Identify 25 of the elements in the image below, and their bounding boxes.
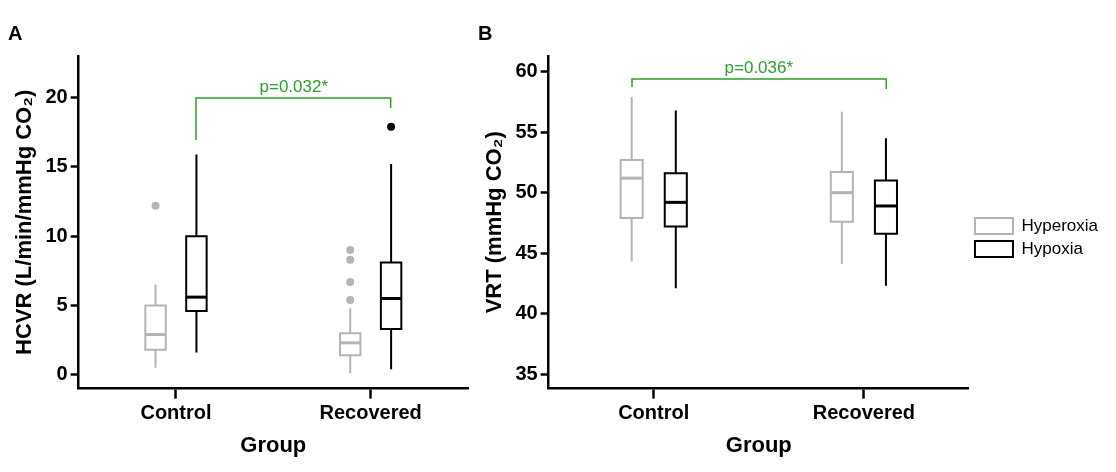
- x-tick-label: Recovered: [319, 401, 422, 424]
- y-tick-label: 20: [45, 85, 68, 108]
- x-axis-title: Group: [240, 431, 307, 457]
- y-tick-label: 10: [45, 223, 68, 246]
- y-axis-title: VRT (mmHg CO₂): [481, 131, 507, 314]
- y-tick-label: 55: [515, 119, 538, 142]
- legend-label: Hyperoxia: [1021, 215, 1099, 235]
- y-axis-title: HCVR (L/min/mmHg CO₂): [11, 89, 37, 355]
- annotation: p=0.032*: [259, 76, 329, 96]
- y-tick-label: 60: [515, 59, 538, 82]
- y-tick-label: 45: [515, 240, 538, 263]
- y-tick-label: 5: [56, 292, 68, 315]
- y-tick-label: 40: [515, 301, 538, 324]
- y-tick-label: 0: [56, 362, 68, 385]
- chart-title: A: [8, 21, 23, 44]
- y-tick-label: 50: [515, 180, 538, 203]
- x-tick-label: Control: [618, 401, 690, 424]
- annotation: p=0.036*: [724, 58, 794, 78]
- legend-label: Hypoxia: [1021, 238, 1084, 258]
- chart-title: B: [478, 21, 493, 44]
- y-tick-label: 35: [515, 361, 538, 384]
- x-axis-title: Group: [725, 431, 792, 457]
- x-tick-label: Recovered: [812, 401, 916, 424]
- x-tick-label: Control: [140, 401, 212, 424]
- y-tick-label: 15: [45, 154, 68, 177]
